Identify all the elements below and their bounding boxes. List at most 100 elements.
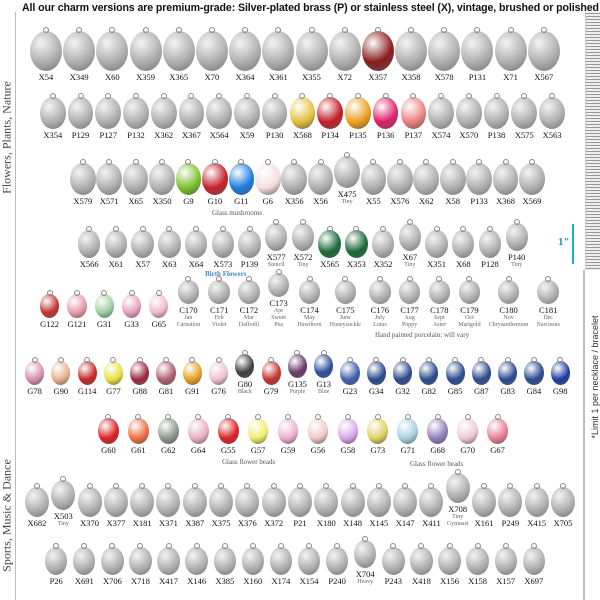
charm-image — [487, 414, 508, 444]
charm-code: X417 — [159, 576, 179, 586]
charm-item: P131 — [461, 27, 494, 82]
charm-image — [419, 483, 444, 517]
charm-code: P240 — [328, 576, 346, 586]
charm-note: Jan Carnation — [176, 315, 201, 328]
charm-image — [428, 276, 451, 304]
page-title: All our charm versions are premium-grade… — [22, 2, 600, 14]
charm-item: C181 Dec Narcissus — [536, 276, 560, 329]
charm-code: X353 — [346, 259, 366, 269]
charm-code: X147 — [395, 518, 415, 528]
charm-code: G31 — [96, 319, 112, 329]
charm-image — [295, 27, 328, 71]
charm-code: X573 — [213, 259, 233, 269]
charm-image — [461, 27, 494, 71]
charm-item: P129 — [67, 93, 94, 140]
charm-image — [184, 226, 208, 258]
charm-code: P137 — [404, 130, 423, 140]
charm-code: G78 — [27, 386, 42, 396]
charm-code: X71 — [503, 72, 518, 82]
charm-code: X370 — [80, 518, 100, 528]
charm-note: May Hawthorn — [297, 315, 322, 328]
charm-code: X566 — [79, 259, 99, 269]
charm-item: X718 — [129, 543, 152, 586]
charm-code: G135 — [287, 379, 307, 389]
charm-code: X59 — [239, 130, 255, 140]
charm-item: X503 Tiny — [51, 476, 76, 528]
charm-image — [457, 414, 479, 444]
charm-item: G84 — [524, 357, 544, 396]
charm-image — [175, 159, 202, 195]
charm-code: X372 — [264, 518, 284, 528]
charm-code: P134 — [321, 130, 339, 140]
charm-item: X147 — [393, 483, 418, 528]
charm-code: X63 — [162, 259, 177, 269]
charm-code: X60 — [105, 72, 120, 82]
charm-item: G62 — [157, 414, 179, 455]
charm-code: G70 — [460, 445, 475, 455]
charm-code: C171 — [209, 305, 229, 315]
charm-code: C174 — [300, 305, 319, 315]
charm-code: P138 — [487, 130, 506, 140]
charm-code: X62 — [418, 196, 434, 206]
charm-code: G65 — [151, 319, 167, 329]
charm-item: X65 — [122, 159, 149, 206]
charm-item: X351 — [425, 226, 448, 269]
charm-code: C173 — [269, 298, 288, 308]
charm-image — [498, 357, 518, 385]
charm-code: X415 — [527, 518, 547, 528]
charm-code: X572 — [293, 252, 313, 262]
charm-code: P139 — [240, 259, 259, 269]
charm-image — [121, 290, 142, 318]
charm-code: X65 — [128, 196, 143, 206]
charm-code: X70 — [204, 72, 220, 82]
charm-note: June Honeysuckle — [329, 315, 361, 328]
charm-item: X574 — [428, 93, 454, 140]
charm-image — [297, 543, 321, 575]
charm-note: Tiny — [404, 262, 416, 268]
charm-code: G71 — [400, 445, 416, 455]
charm-code: G60 — [101, 445, 116, 455]
charm-image — [537, 276, 559, 304]
charm-code: G11 — [234, 196, 249, 206]
charm-item: X160 — [241, 543, 265, 586]
charm-image — [63, 27, 96, 71]
charm-code: X61 — [108, 259, 124, 269]
charm-code: X365 — [169, 72, 189, 82]
charm-image — [213, 543, 236, 575]
charm-item: X691 — [73, 543, 96, 586]
charm-note: Sept Aster — [432, 315, 446, 328]
charm-item: X708 Tiny Gymnast — [445, 469, 470, 528]
charm-code: P131 — [468, 72, 487, 82]
charm-image — [130, 357, 150, 385]
charm-item: G80 Black — [235, 350, 255, 396]
charm-code: P26 — [49, 576, 63, 586]
charm-item: G91 — [182, 357, 202, 396]
charm-item: X145 — [366, 483, 391, 528]
charm-image — [472, 483, 497, 517]
charm-image — [238, 276, 260, 304]
charm-item: X578 — [428, 27, 461, 82]
charm-item: P243 — [382, 543, 405, 586]
charm-image — [466, 543, 489, 575]
charm-image — [494, 27, 527, 71]
charm-image — [269, 543, 293, 575]
charm-image — [458, 276, 481, 304]
charm-item: P127 — [95, 93, 122, 140]
charm-image — [77, 483, 102, 517]
charm-image — [497, 276, 520, 304]
charm-image — [40, 290, 60, 318]
charm-image — [498, 483, 523, 517]
charm-image — [494, 543, 517, 575]
charm-image — [291, 219, 315, 251]
charm-code: X156 — [440, 576, 459, 586]
charm-item: G59 — [277, 414, 299, 455]
charm-image — [247, 414, 269, 444]
charm-item: X156 — [438, 543, 461, 586]
charm-item: P140 Tiny — [505, 219, 528, 269]
charm-code: X475 — [337, 189, 357, 199]
charm-image — [235, 483, 260, 517]
charm-image — [524, 483, 549, 517]
charm-item: P136 — [372, 93, 399, 140]
charm-code: X577 — [266, 252, 286, 262]
charm-image — [287, 350, 307, 378]
